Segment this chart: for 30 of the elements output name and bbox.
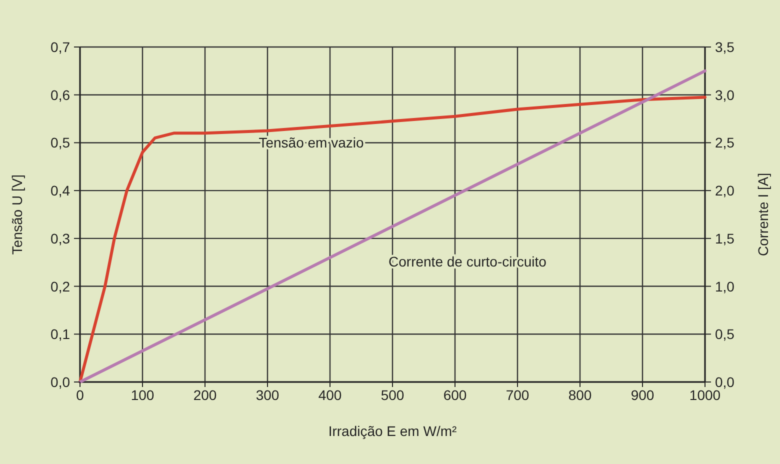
x-tick-label: 100 [130, 387, 154, 403]
y-axis-title: Tensão U [V] [9, 174, 25, 255]
y-tick-label: 0,2 [50, 278, 70, 294]
y2-tick-label: 0,5 [715, 326, 735, 342]
x-tick-label: 500 [380, 387, 404, 403]
y-tick-label: 0,1 [50, 326, 70, 342]
x-tick-label: 300 [256, 387, 280, 403]
x-tick-label: 0 [76, 387, 84, 403]
x-tick-label: 600 [443, 387, 467, 403]
x-tick-label: 1000 [689, 387, 721, 403]
y2-tick-label: 0,0 [715, 374, 735, 390]
x-axis-title: Irradição E em W/m² [328, 423, 458, 439]
y-tick-label: 0,6 [50, 86, 70, 103]
y2-axis-title: Corrente I [A] [755, 172, 771, 256]
x-tick-label: 700 [506, 387, 530, 403]
y2-tick-label: 1,5 [715, 230, 735, 246]
y-tick-label: 0,7 [50, 39, 70, 55]
y2-tick-label: 3,0 [715, 86, 735, 103]
x-tick-label: 400 [318, 387, 342, 403]
y-tick-label: 0,0 [50, 374, 70, 390]
x-tick-label: 200 [193, 387, 217, 403]
y2-tick-label: 1,0 [715, 278, 735, 294]
y2-tick-label: 2,5 [715, 134, 735, 151]
y2-tick-label: 2,0 [715, 182, 735, 199]
y-tick-label: 0,3 [50, 230, 70, 246]
x-tick-label: 900 [630, 387, 654, 403]
y-tick-label: 0,4 [50, 182, 70, 199]
y2-tick-label: 3,5 [715, 39, 735, 55]
y-tick-label: 0,5 [50, 134, 70, 151]
x-tick-label: 800 [568, 387, 592, 403]
